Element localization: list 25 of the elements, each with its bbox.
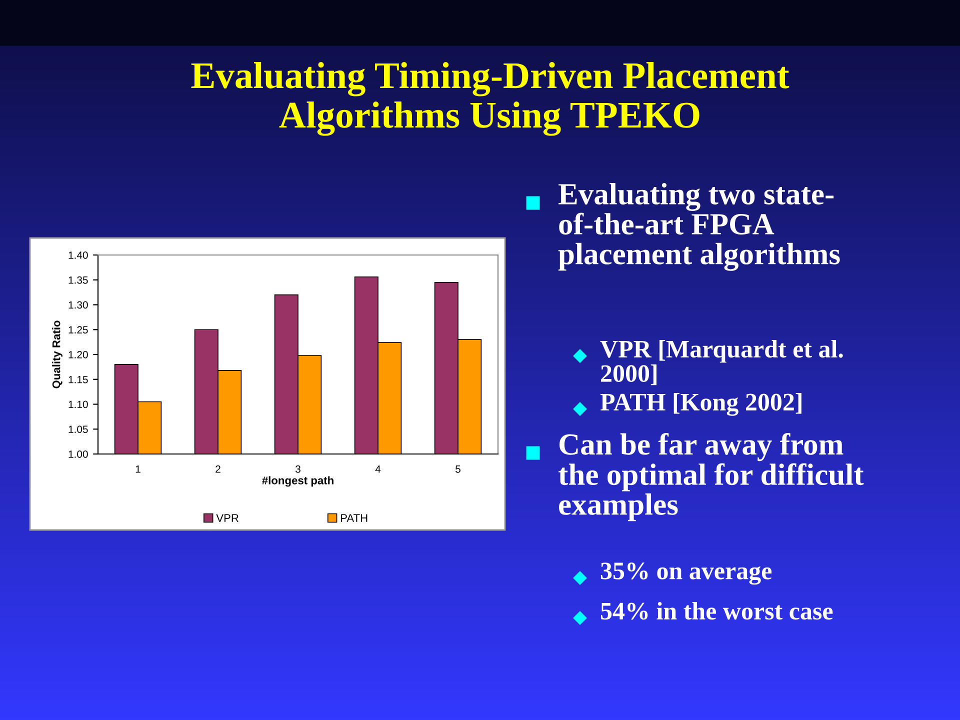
x-tick-label: 3 (296, 465, 300, 473)
x-tick-label: 4 (375, 465, 381, 473)
y-tick-label: 1.10 (68, 400, 88, 408)
legend-label: VPR (216, 514, 238, 522)
y-tick-label: 1.15 (68, 376, 88, 384)
x-tick-label: 2 (216, 465, 220, 473)
legend-label: PATH (341, 514, 368, 522)
y-tick-label: 1.25 (68, 326, 88, 334)
text: 35% on average (600, 562, 772, 585)
y-tick-label: 1.00 (68, 450, 88, 458)
text: VPR [Marquardt et al. 2000] (600, 340, 843, 386)
x-tick-label: 5 (456, 465, 460, 473)
text: PATH [Kong 2002] (600, 393, 802, 416)
x-tick-label: 1 (136, 465, 140, 473)
y-tick-label: 1.35 (68, 276, 88, 284)
y-tick-label: 1.30 (68, 301, 88, 309)
x-axis-title: #longest path (262, 476, 334, 487)
text: Can be far away from the optimal for difficult examples (558, 433, 864, 522)
y-tick-label: 1.05 (68, 426, 88, 433)
y-tick-label: 1.40 (68, 252, 88, 259)
chart-title: Evaluating Timing-Driven Placement Algorithms Using TPEKO (191, 62, 790, 136)
y-axis-title: Quality Ratio (52, 320, 62, 388)
y-tick-label: 1.20 (68, 351, 88, 358)
text: 54% in the worst case (601, 602, 833, 620)
text: Evaluating two state- of-the-art FPGA placement algorithms (558, 183, 840, 271)
